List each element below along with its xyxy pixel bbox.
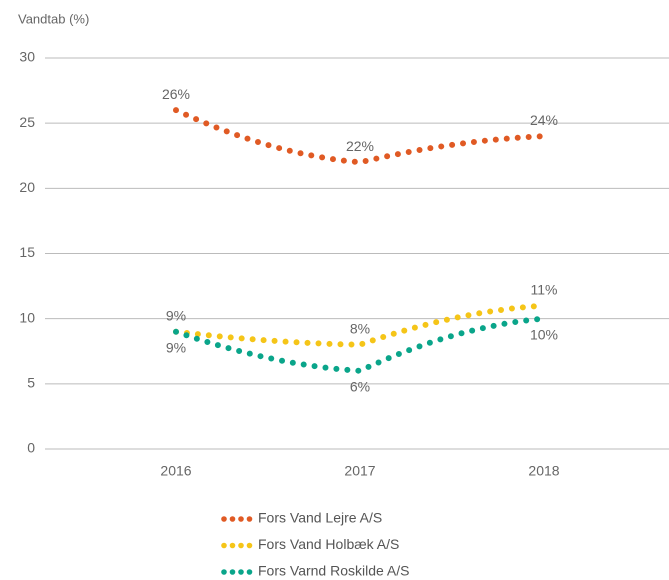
data-label: 26% (162, 86, 190, 102)
legend-marker (238, 516, 244, 522)
y-axis-label: Vandtab (%) (18, 11, 89, 26)
series-line (173, 315, 547, 374)
data-label: 8% (350, 320, 370, 336)
y-tick-label: 5 (27, 375, 35, 391)
data-label: 9% (166, 307, 186, 323)
y-tick-label: 15 (19, 244, 35, 260)
x-tick-label: 2017 (344, 463, 375, 479)
legend-marker (246, 569, 253, 575)
legend-marker (229, 569, 236, 575)
data-label: 9% (166, 339, 186, 355)
y-tick-label: 25 (19, 114, 35, 130)
x-tick-label: 2016 (160, 463, 191, 479)
y-tick-label: 10 (19, 309, 35, 325)
legend-marker (246, 542, 253, 549)
legend-marker (238, 569, 244, 575)
legend-label: Fors Vand Lejre A/S (258, 510, 382, 526)
legend-label: Fors Varnd Roskilde A/S (258, 563, 409, 579)
series-line (173, 302, 547, 348)
legend-marker (229, 542, 236, 549)
x-tick-label: 2018 (528, 463, 559, 479)
data-label: 10% (530, 326, 558, 342)
legend-marker (229, 516, 236, 522)
legend-marker (238, 542, 244, 549)
y-tick-label: 20 (19, 179, 35, 195)
y-tick-label: 0 (27, 440, 35, 456)
legend-marker (221, 516, 227, 522)
data-label: 22% (346, 138, 374, 154)
data-label: 24% (530, 112, 558, 128)
legend-marker (246, 516, 253, 522)
series-line (173, 107, 547, 166)
y-tick-label: 30 (19, 49, 35, 65)
data-label: 11% (531, 281, 558, 297)
legend-marker (221, 542, 227, 549)
data-label: 6% (350, 379, 370, 395)
legend-marker (221, 569, 227, 575)
legend-label: Fors Vand Holbæk A/S (258, 536, 399, 552)
